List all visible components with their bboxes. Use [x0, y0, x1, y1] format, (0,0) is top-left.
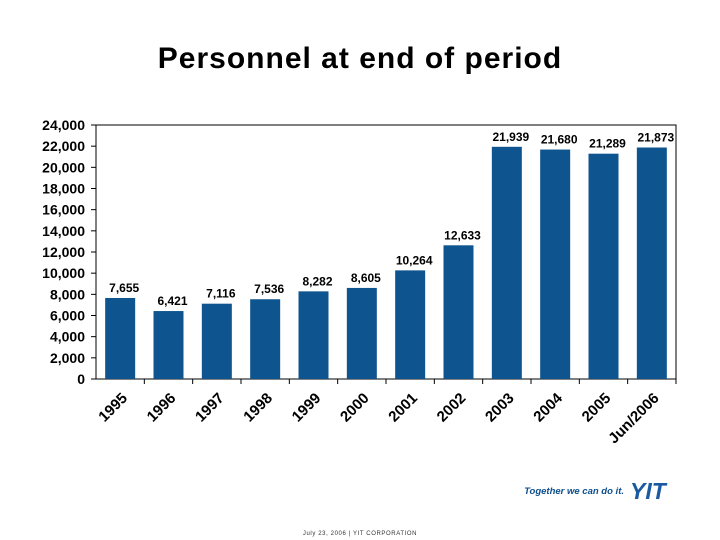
- y-tick-label: 16,000: [42, 202, 85, 218]
- bar-2001: [395, 270, 426, 379]
- yit-logo-mark: YIT: [630, 480, 668, 502]
- yit-logo: Together we can do it. YIT: [524, 480, 702, 502]
- data-label-2001: 10,264: [396, 253, 433, 267]
- bar-1997: [201, 303, 232, 379]
- y-tick-label: 8,000: [50, 286, 85, 302]
- x-tick-label: Jun/2006: [605, 390, 662, 447]
- y-tick-label: 18,000: [42, 181, 85, 197]
- bar-2004: [540, 149, 571, 379]
- y-tick-label: 22,000: [42, 138, 85, 154]
- bar-2000: [346, 287, 377, 379]
- y-tick-label: 6,000: [50, 308, 85, 324]
- x-tick-label: 2001: [385, 390, 421, 426]
- data-label-1998: 7,536: [254, 282, 284, 296]
- y-tick-label: 2,000: [50, 350, 85, 366]
- brand-slogan: Together we can do it.: [524, 485, 624, 497]
- x-tick-label: 1999: [289, 390, 325, 426]
- bar-1996: [153, 311, 184, 379]
- data-label-2002: 12,633: [444, 228, 481, 242]
- y-tick-label: 24,000: [42, 117, 85, 133]
- data-label-1995: 7,655: [109, 281, 139, 295]
- footer: July 23, 2006 | YIT CORPORATION: [302, 531, 418, 537]
- data-label-2003: 21,939: [492, 130, 529, 144]
- y-tick-label: 20,000: [42, 159, 85, 175]
- y-tick-label: 0: [77, 371, 85, 387]
- y-tick-label: 12,000: [42, 244, 85, 260]
- data-label-1996: 6,421: [157, 294, 187, 308]
- y-tick-label: 14,000: [42, 223, 85, 239]
- data-label-1999: 8,282: [302, 274, 332, 288]
- x-tick-label: 1998: [240, 390, 276, 426]
- data-label-2005: 21,289: [589, 137, 626, 151]
- x-tick-label: 1996: [144, 390, 180, 426]
- x-tick-label: 2002: [434, 390, 470, 426]
- logo-text: YIT: [630, 480, 668, 502]
- bar-2005: [588, 153, 619, 379]
- data-label-1997: 7,116: [206, 287, 236, 301]
- data-label-Jun/2006: 21,873: [637, 131, 674, 145]
- bars: [105, 146, 667, 379]
- bar-1995: [105, 297, 136, 379]
- y-axis: 0 2,000 4,000 6,000 8,000 10,000 12,000 14,000 1…: [42, 117, 96, 387]
- y-tick-label: 4,000: [50, 329, 85, 345]
- x-tick-label: 1995: [95, 390, 131, 426]
- bar-2003: [491, 146, 522, 379]
- x-tick-label: 2004: [530, 389, 566, 425]
- x-tick-label: 2005: [579, 390, 615, 426]
- x-axis: 1995 1996 1997 1998 1999 2000 2001 2002 2003 2004…: [95, 379, 677, 447]
- x-tick-label: 2003: [482, 390, 518, 426]
- plot-area: [95, 124, 677, 380]
- bar-1998: [250, 299, 281, 379]
- x-tick-label: 1997: [192, 390, 228, 426]
- data-labels: 7,655 6,421 7,116 7,536 8,282 8,605 10,264 12,6…: [109, 130, 674, 308]
- data-label-2000: 8,605: [351, 271, 381, 285]
- slide-title: Personnel at end of period: [157, 42, 563, 75]
- bar-2002: [443, 245, 474, 379]
- x-tick-label: 2000: [337, 390, 373, 426]
- data-label-2004: 21,680: [541, 133, 578, 147]
- personnel-bar-chart: 0 2,000 4,000 6,000 8,000 10,000 12,000 14,000 1…: [42, 117, 677, 447]
- y-tick-label: 10,000: [42, 265, 85, 281]
- bar-Jun/2006: [636, 147, 667, 379]
- bar-1999: [298, 291, 329, 379]
